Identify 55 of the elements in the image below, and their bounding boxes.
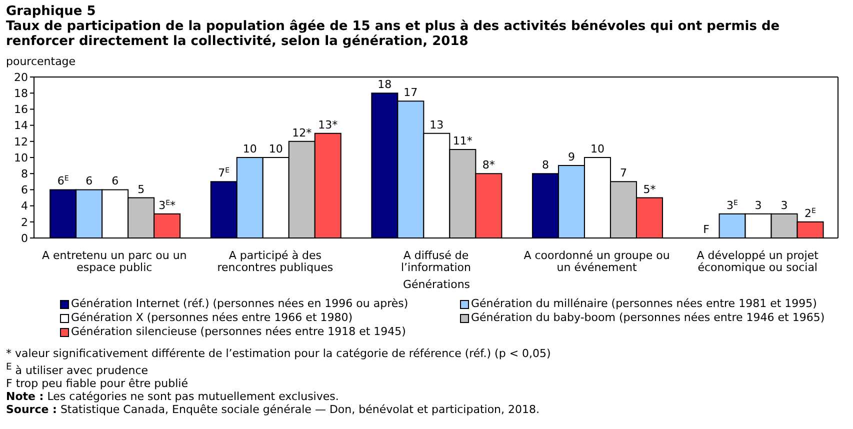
- x-tick-label: A participé à des rencontres publiques: [217, 249, 334, 274]
- y-tick-label: 0: [21, 232, 28, 245]
- data-label: 7$^{E}$: [218, 166, 230, 180]
- y-tick-label: 16: [14, 103, 28, 116]
- data-label: 6: [112, 174, 119, 188]
- y-tick-label: 2: [21, 216, 28, 229]
- y-tick-label: 6: [21, 184, 28, 197]
- text: $^{E}$ à utiliser avec prudence: [6, 361, 148, 377]
- data-label: 6: [86, 174, 93, 188]
- y-tick-label: 18: [14, 87, 28, 100]
- chart-subtitle: Taux de participation de la population âgée de 15 ans et plus à des activités bénévoles qui ont permis de renforcer directement la collectivité, selon la génération, 2018: [6, 19, 781, 49]
- legend-label: Génération du baby-boom (personnes nées entre 1946 et 1965): [471, 311, 825, 325]
- x-axis-title: Générations: [402, 278, 472, 291]
- text: F trop peu fiable pour être publié: [6, 376, 188, 390]
- y-tick-label: 4: [21, 200, 28, 213]
- data-label: 3$^{E}$: [726, 198, 738, 212]
- data-label: 3: [780, 198, 788, 212]
- data-label: 18: [378, 78, 392, 92]
- data-label: 10: [268, 142, 283, 156]
- data-label: 13: [430, 118, 444, 132]
- data-label: 7: [620, 166, 627, 180]
- data-label: 11*: [452, 134, 473, 148]
- y-tick-label: 8: [21, 168, 28, 181]
- data-label: 17: [404, 86, 418, 100]
- x-tick-label: A développé un projet économique ou social: [696, 249, 820, 274]
- text: F: [703, 223, 710, 236]
- data-label: 3$^{E}$*: [158, 198, 176, 212]
- y-tick-label: 20: [14, 70, 28, 84]
- data-label: 12*: [292, 126, 312, 140]
- data-label: 2$^{E}$: [804, 206, 816, 220]
- data-label: 8*: [482, 158, 496, 172]
- x-tick-label: A diffusé de l’information: [400, 249, 472, 274]
- data-label: 6$^{E}$: [57, 174, 69, 188]
- data-label: 3: [754, 198, 762, 212]
- data-label: 10: [590, 142, 604, 156]
- y-tick-label: 12: [14, 135, 28, 148]
- x-tick-label: A coordonné un groupe ou un événement: [524, 249, 670, 274]
- data-label: 5*: [643, 182, 656, 196]
- data-label: 9: [568, 150, 575, 164]
- text: Note : Les catégories ne sont pas mutuellement exclusives.: [6, 390, 340, 403]
- text: * valeur significativement différente de l’estimation pour la catégorie de référence (réf.) (p < 0,05): [6, 347, 551, 360]
- x-tick-label: A entretenu un parc ou un espace public: [42, 249, 187, 274]
- legend-label: Génération du millénaire (personnes nées entre 1981 et 1995): [471, 297, 817, 311]
- legend-label: Génération Internet (réf.) (personnes nées en 1996 ou après): [71, 297, 408, 311]
- chart-title: Graphique 5: [6, 4, 97, 19]
- y-tick-label: 10: [14, 151, 28, 164]
- source-note: Source : Statistique Canada, Enquête sociale générale — Don, bénévolat et participation, 2018.: [6, 402, 541, 416]
- y-tick-label: 14: [14, 119, 28, 132]
- y-axis-title: pourcentage: [6, 55, 77, 68]
- data-label: 10: [242, 142, 257, 156]
- data-label: 8: [542, 158, 549, 172]
- legend-label: Génération X (personnes nées entre 1966 et 1980): [71, 311, 353, 325]
- data-label: 13*: [318, 118, 338, 132]
- data-label: 5: [138, 182, 145, 196]
- legend-label: Génération silencieuse (personnes nées entre 1918 et 1945): [71, 325, 406, 339]
